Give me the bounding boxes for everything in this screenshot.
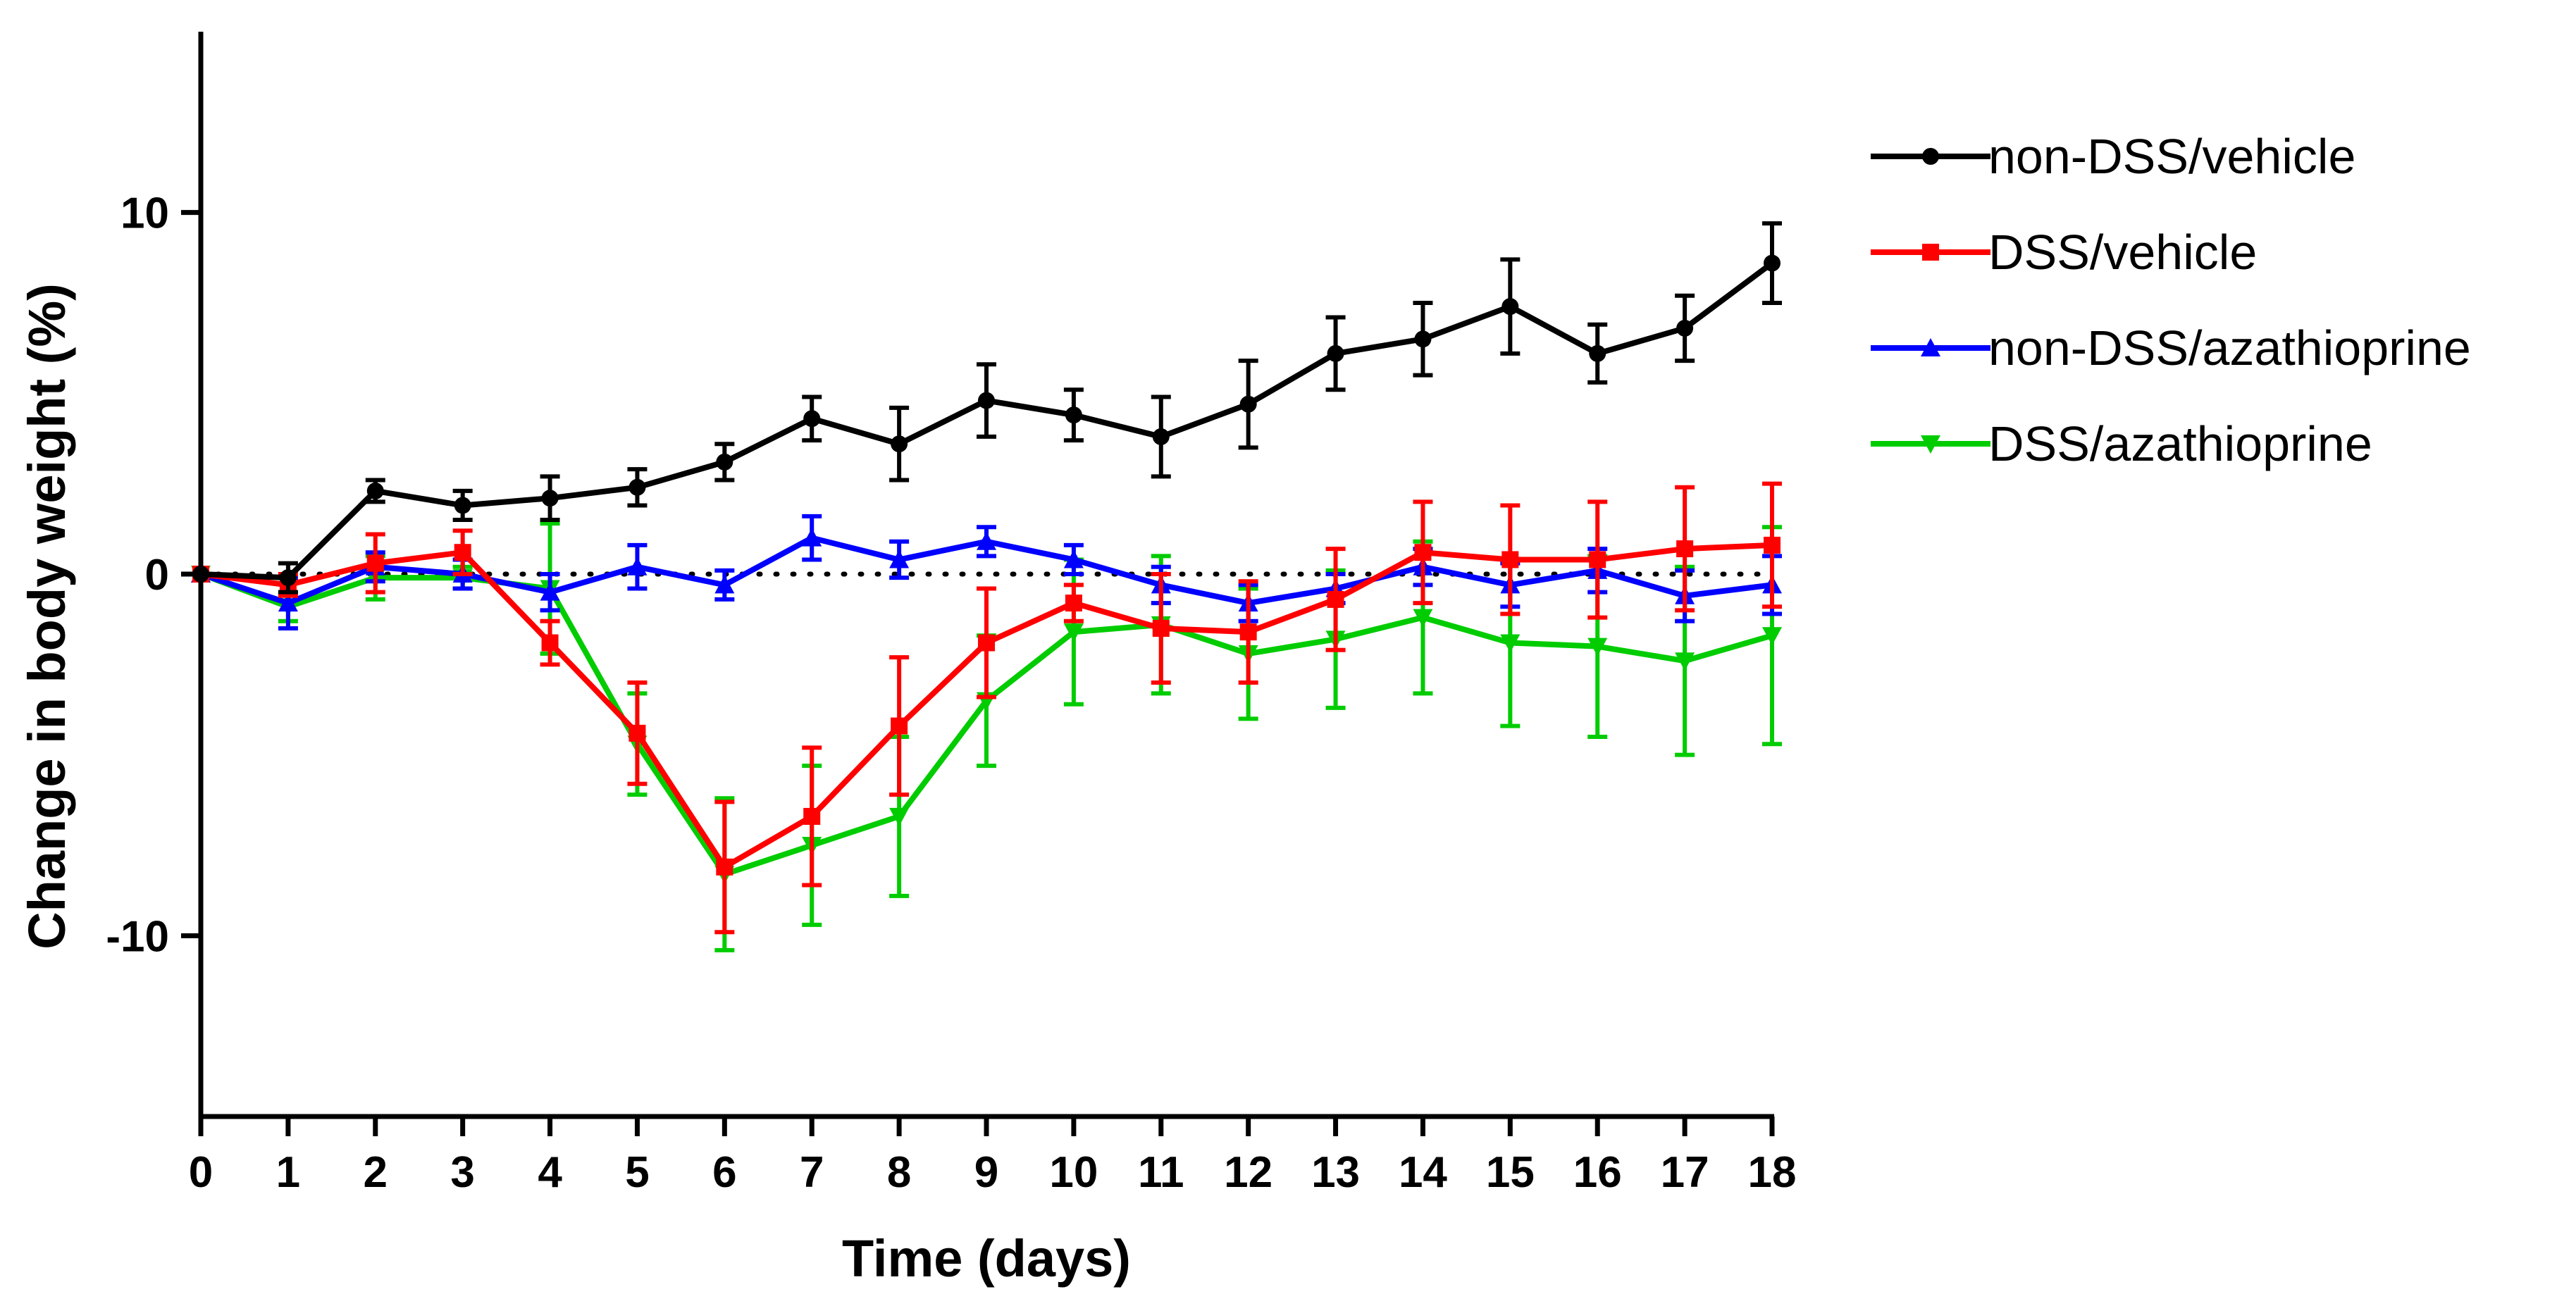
data-point bbox=[1414, 544, 1432, 561]
series-non-dss-vehicle bbox=[192, 221, 1782, 595]
legend-item: non-DSS/azathioprine bbox=[1871, 321, 2471, 375]
x-tick-label: 12 bbox=[1224, 1148, 1272, 1197]
series-layer bbox=[191, 221, 1782, 952]
data-point bbox=[279, 569, 297, 587]
data-point bbox=[1587, 638, 1608, 657]
x-tick-label: 18 bbox=[1748, 1148, 1797, 1197]
data-point bbox=[1764, 536, 1781, 554]
data-point bbox=[714, 575, 735, 594]
legend-swatch-marker bbox=[1922, 244, 1939, 261]
x-tick-label: 10 bbox=[1049, 1148, 1098, 1197]
y-tick-label: 0 bbox=[145, 551, 169, 599]
data-point bbox=[1239, 623, 1257, 641]
data-point bbox=[1063, 549, 1084, 568]
data-point bbox=[1065, 595, 1082, 612]
data-point bbox=[1676, 540, 1694, 558]
data-point bbox=[1676, 319, 1694, 337]
data-point bbox=[1675, 652, 1695, 671]
x-tick-label: 8 bbox=[887, 1148, 911, 1197]
data-point bbox=[1063, 623, 1084, 642]
x-tick-label: 14 bbox=[1399, 1148, 1447, 1197]
data-point bbox=[1327, 590, 1344, 608]
y-tick-label: 10 bbox=[120, 189, 169, 238]
data-point bbox=[802, 528, 822, 547]
legend-label: non-DSS/vehicle bbox=[1988, 129, 2355, 184]
x-tick-label: 11 bbox=[1138, 1148, 1184, 1197]
data-point bbox=[1589, 551, 1606, 568]
data-point bbox=[454, 544, 471, 561]
data-point bbox=[889, 549, 910, 568]
x-tick-label: 6 bbox=[712, 1148, 736, 1197]
data-point bbox=[541, 490, 559, 507]
data-point bbox=[1239, 395, 1257, 413]
legend-label: DSS/vehicle bbox=[1988, 225, 2257, 280]
legend-label: non-DSS/azathioprine bbox=[1988, 321, 2471, 375]
data-point bbox=[1589, 344, 1606, 362]
data-point bbox=[803, 410, 821, 428]
legend: non-DSS/vehicle DSS/vehicle non-DSS/azathi… bbox=[1871, 129, 2471, 471]
x-tick-label: 0 bbox=[189, 1148, 213, 1197]
x-tick-label: 13 bbox=[1311, 1148, 1360, 1197]
legend-swatch-marker bbox=[1922, 148, 1939, 165]
x-ticks: 0 1 2 3 4 5 6 7 8 9 10 11 12 13 14 15 16 17 18 bbox=[189, 1117, 1797, 1197]
legend-item: non-DSS/vehicle bbox=[1871, 129, 2355, 184]
data-point bbox=[1327, 344, 1344, 362]
x-tick-label: 7 bbox=[800, 1148, 824, 1197]
data-point bbox=[716, 858, 733, 876]
data-point bbox=[628, 478, 646, 496]
data-point bbox=[628, 724, 646, 742]
legend-item: DSS/vehicle bbox=[1871, 225, 2257, 280]
x-axis-title: Time (days) bbox=[842, 1229, 1131, 1288]
data-point bbox=[1501, 298, 1519, 316]
data-point bbox=[540, 582, 560, 601]
data-point bbox=[891, 717, 908, 735]
x-tick-label: 4 bbox=[538, 1148, 562, 1197]
x-tick-label: 5 bbox=[625, 1148, 649, 1197]
data-point bbox=[366, 554, 384, 572]
data-point bbox=[1413, 609, 1433, 628]
x-tick-label: 16 bbox=[1573, 1148, 1622, 1197]
data-point bbox=[1500, 634, 1521, 653]
y-ticks: 10 0 -10 bbox=[106, 189, 201, 961]
legend-label: DSS/azathioprine bbox=[1988, 416, 2372, 471]
y-tick-label: -10 bbox=[106, 912, 169, 961]
data-point bbox=[978, 634, 995, 652]
x-tick-label: 3 bbox=[450, 1148, 474, 1197]
y-axis-title: Change in body weight (%) bbox=[18, 283, 76, 950]
data-point bbox=[803, 807, 821, 825]
x-tick-label: 15 bbox=[1486, 1148, 1535, 1197]
data-point bbox=[889, 807, 910, 826]
data-point bbox=[278, 593, 298, 612]
data-point bbox=[977, 531, 996, 550]
data-point bbox=[891, 435, 908, 453]
x-tick-label: 9 bbox=[974, 1148, 998, 1197]
data-point bbox=[366, 482, 384, 499]
data-point bbox=[1762, 627, 1782, 646]
x-tick-label: 1 bbox=[276, 1148, 300, 1197]
data-point bbox=[627, 556, 648, 576]
data-point bbox=[454, 497, 471, 514]
data-point bbox=[978, 392, 995, 409]
data-point bbox=[1152, 620, 1170, 637]
legend-swatch-marker bbox=[1921, 338, 1940, 356]
data-point bbox=[1152, 428, 1170, 445]
legend-swatch-marker bbox=[1921, 435, 1940, 454]
data-point bbox=[1065, 406, 1082, 424]
x-tick-label: 2 bbox=[364, 1148, 388, 1197]
data-point bbox=[1764, 254, 1781, 272]
data-point bbox=[541, 634, 559, 652]
x-tick-label: 17 bbox=[1661, 1148, 1709, 1197]
legend-item: DSS/azathioprine bbox=[1871, 416, 2372, 471]
data-point bbox=[1501, 551, 1519, 568]
data-point bbox=[716, 453, 733, 471]
data-point bbox=[1414, 330, 1432, 348]
